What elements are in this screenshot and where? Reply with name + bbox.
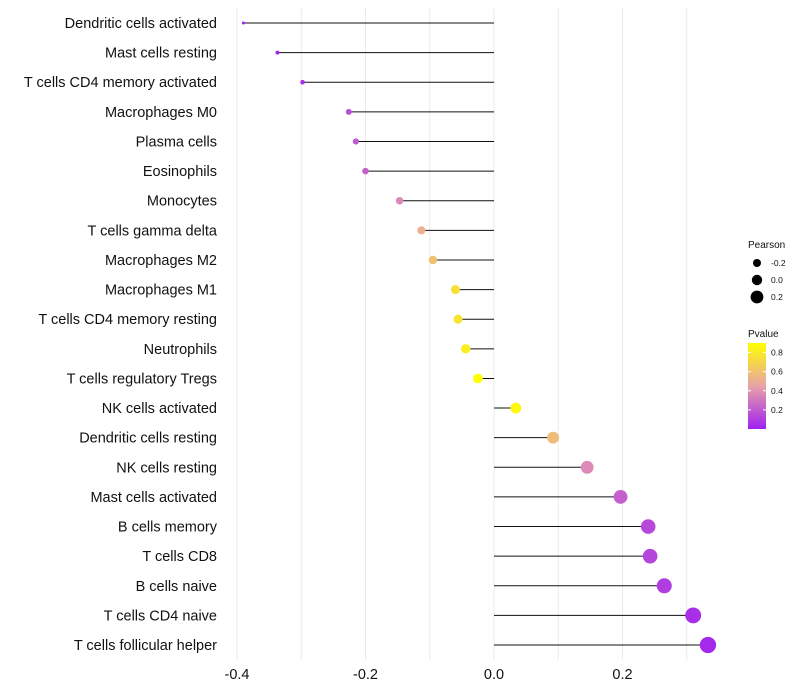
category-label: Neutrophils [144, 342, 217, 358]
lollipop-point [345, 108, 352, 115]
lollipop-point [275, 50, 280, 55]
legend-pearson-key [753, 259, 761, 267]
lollipop-point [461, 344, 471, 354]
x-tick-label: -0.2 [353, 667, 378, 683]
lollipop-point [300, 79, 305, 85]
lollipop-point [428, 255, 438, 265]
grid-layer [236, 8, 688, 660]
legend-pearson-label: 0.2 [771, 292, 783, 302]
lollipop-point [473, 373, 483, 384]
lollipop-point [547, 431, 560, 444]
legend-pearson-key [750, 290, 764, 304]
category-label: Dendritic cells resting [79, 431, 217, 447]
lollipop-point [642, 548, 658, 564]
category-label: Macrophages M2 [105, 253, 217, 269]
category-label: T cells CD4 memory resting [38, 312, 217, 328]
stem-layer [243, 22, 708, 646]
lollipop-point [395, 196, 404, 205]
category-label: T cells follicular helper [74, 638, 217, 654]
legend-pearson-title: Pearson [748, 240, 785, 251]
legend-pvalue-colorbar [748, 343, 766, 429]
lollipop-point [453, 314, 463, 324]
legend-pearson-label: 0.0 [771, 275, 783, 285]
x-tick-label: 0.0 [484, 667, 504, 683]
lollipop-point [241, 21, 245, 25]
lollipop-point [613, 490, 628, 504]
category-label: T cells CD8 [142, 549, 217, 565]
category-label: B cells memory [118, 520, 218, 536]
category-label: Monocytes [147, 194, 217, 210]
legend-pvalue-title: Pvalue [748, 329, 779, 340]
category-label: Dendritic cells activated [65, 16, 217, 32]
legend-pearson: Pearson -0.2 0.0 0.2 [748, 240, 786, 304]
lollipop-point [362, 167, 369, 175]
category-label: T cells regulatory Tregs [67, 371, 217, 387]
lollipop-point [640, 519, 656, 534]
lollipop-point [417, 226, 426, 235]
category-label: T cells gamma delta [88, 223, 218, 239]
category-label: Macrophages M1 [105, 283, 217, 299]
category-label: Eosinophils [143, 164, 217, 180]
legend-pvalue: Pvalue 0.8 0.6 0.4 0.2 [748, 329, 783, 429]
category-label: T cells CD4 naive [104, 608, 217, 624]
category-label: Macrophages M0 [105, 105, 217, 121]
category-label: NK cells resting [116, 460, 217, 476]
lollipop-point [510, 402, 522, 414]
lollipop-point [450, 285, 460, 295]
x-tick-label: -0.4 [225, 667, 250, 683]
x-axis-ticks: -0.4 -0.2 0.0 0.2 [225, 667, 633, 683]
category-label: T cells CD4 memory activated [24, 75, 217, 91]
category-label: Mast cells activated [90, 490, 217, 506]
category-label: Plasma cells [136, 134, 217, 150]
legend-pvalue-label: 0.4 [771, 386, 783, 396]
point-layer [241, 21, 717, 654]
lollipop-point [656, 578, 672, 594]
category-label: NK cells activated [102, 401, 217, 417]
legend-pvalue-label: 0.6 [771, 367, 783, 377]
legend-pvalue-label: 0.2 [771, 405, 783, 415]
legend-pearson-label: -0.2 [771, 258, 786, 268]
lollipop-point [580, 460, 594, 474]
x-tick-label: 0.2 [612, 667, 632, 683]
legend-pvalue-label: 0.8 [771, 348, 783, 358]
category-labels: Dendritic cells activated Mast cells rest… [24, 16, 218, 654]
category-label: Mast cells resting [105, 46, 217, 62]
lollipop-point [685, 607, 702, 624]
lollipop-point [699, 636, 717, 654]
legend-pearson-key [751, 274, 763, 286]
lollipop-point [352, 138, 359, 145]
category-label: B cells naive [136, 579, 217, 595]
